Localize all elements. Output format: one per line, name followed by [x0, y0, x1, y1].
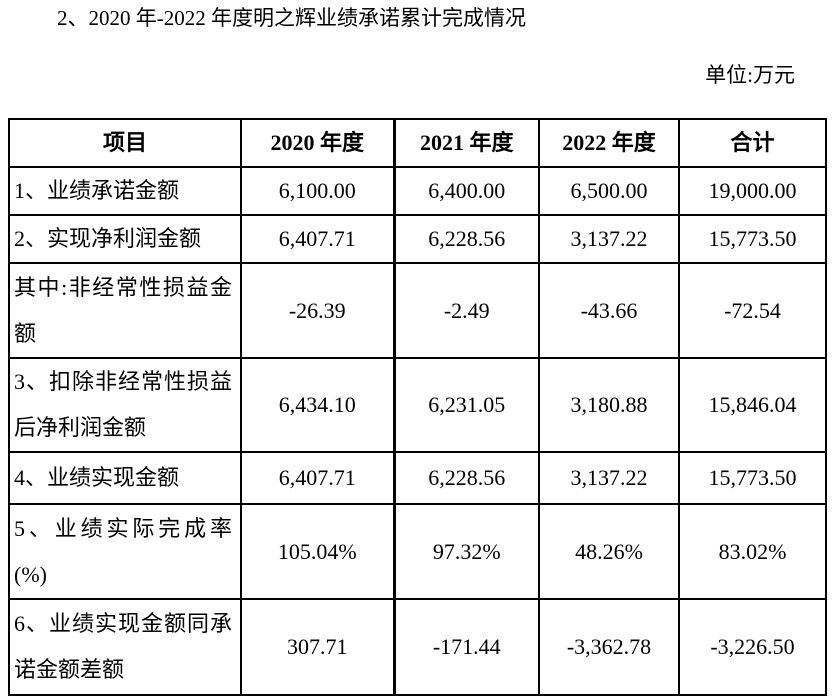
column-header-2020: 2020 年度	[240, 118, 395, 168]
cell-value: 307.71	[240, 598, 395, 696]
table-row: 1、业绩承诺金额 6,100.00 6,400.00 6,500.00 19,0…	[8, 166, 827, 216]
column-header-total: 合计	[678, 118, 827, 168]
cell-value: 3,137.22	[538, 214, 680, 264]
cell-value: -26.39	[240, 262, 395, 359]
cell-value: -171.44	[392, 598, 540, 696]
cell-value: 83.02%	[678, 503, 827, 600]
row-label: 2、实现净利润金额	[8, 214, 242, 264]
cell-value: -2.49	[392, 262, 540, 359]
table-row: 其中:非经常性损益金额 -26.39 -2.49 -43.66 -72.54	[8, 262, 827, 359]
table-row: 4、业绩实现金额 6,407.71 6,228.56 3,137.22 15,7…	[8, 451, 827, 505]
cell-value: -43.66	[538, 262, 680, 359]
row-label: 4、业绩实现金额	[8, 451, 242, 505]
cell-value: 105.04%	[240, 503, 395, 600]
cell-value: 3,180.88	[538, 357, 680, 453]
table-row: 3、扣除非经常性损益后净利润金额 6,434.10 6,231.05 3,180…	[8, 357, 827, 453]
cell-value: -3,362.78	[538, 598, 680, 696]
cell-value: 6,231.05	[392, 357, 540, 453]
table-header-row: 项目 2020 年度 2021 年度 2022 年度 合计	[8, 118, 827, 168]
cell-value: 6,100.00	[240, 166, 395, 216]
cell-value: 19,000.00	[678, 166, 827, 216]
column-header-2021: 2021 年度	[392, 118, 540, 168]
cell-value: 6,407.71	[240, 451, 395, 505]
cell-value: 6,228.56	[392, 214, 540, 264]
cell-value: -72.54	[678, 262, 827, 359]
cell-value: 48.26%	[538, 503, 680, 600]
column-header-item: 项目	[8, 118, 242, 168]
table-row: 6、业绩实现金额同承诺金额差额 307.71 -171.44 -3,362.78…	[8, 598, 827, 696]
row-label: 1、业绩承诺金额	[8, 166, 242, 216]
row-label: 5、业绩实际完成率(%)	[8, 503, 242, 600]
section-title: 2、2020 年-2022 年度明之辉业绩承诺累计完成情况	[57, 6, 526, 30]
cell-value: 6,228.56	[392, 451, 540, 505]
table-row: 5、业绩实际完成率(%) 105.04% 97.32% 48.26% 83.02…	[8, 503, 827, 600]
cell-value: 6,500.00	[538, 166, 680, 216]
cell-value: 6,407.71	[240, 214, 395, 264]
cell-value: 6,400.00	[392, 166, 540, 216]
row-label: 其中:非经常性损益金额	[8, 262, 242, 359]
table-row: 2、实现净利润金额 6,407.71 6,228.56 3,137.22 15,…	[8, 214, 827, 264]
row-label: 3、扣除非经常性损益后净利润金额	[8, 357, 242, 453]
performance-commitment-table: 项目 2020 年度 2021 年度 2022 年度 合计 1、业绩承诺金额 6…	[8, 118, 827, 696]
unit-label: 单位:万元	[705, 63, 795, 87]
cell-value: -3,226.50	[678, 598, 827, 696]
cell-value: 6,434.10	[240, 357, 395, 453]
cell-value: 15,773.50	[678, 214, 827, 264]
cell-value: 15,846.04	[678, 357, 827, 453]
column-header-2022: 2022 年度	[538, 118, 680, 168]
row-label: 6、业绩实现金额同承诺金额差额	[8, 598, 242, 696]
cell-value: 15,773.50	[678, 451, 827, 505]
cell-value: 97.32%	[392, 503, 540, 600]
cell-value: 3,137.22	[538, 451, 680, 505]
